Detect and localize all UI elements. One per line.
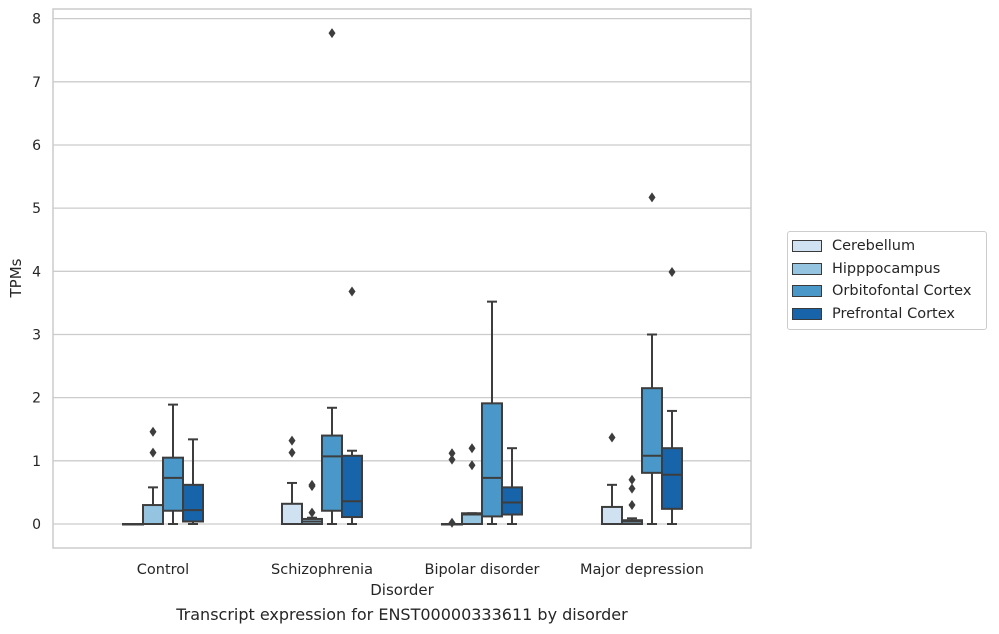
box-iqr bbox=[461, 512, 483, 526]
box-hipppocampus bbox=[461, 443, 483, 526]
x-tick-label: Major depression bbox=[580, 562, 704, 578]
box-orbitofontal-cortex bbox=[321, 28, 343, 525]
x-tick-label: Control bbox=[137, 562, 189, 578]
box-iqr bbox=[641, 387, 663, 474]
outlier-point bbox=[468, 443, 476, 454]
boxes bbox=[122, 28, 683, 528]
outlier-point bbox=[288, 435, 296, 446]
outlier-point bbox=[448, 454, 456, 465]
legend-item: Hipppocampus bbox=[788, 258, 986, 281]
outlier-point bbox=[468, 460, 476, 471]
box-hipppocampus bbox=[142, 426, 164, 526]
legend-item: Orbitofontal Cortex bbox=[788, 280, 986, 303]
outlier-point bbox=[668, 266, 676, 277]
x-tick-label: Schizophrenia bbox=[271, 562, 373, 578]
y-tick-labels: 0 1 2 3 4 5 6 7 8 bbox=[32, 12, 41, 533]
chart-caption: Transcript expression for ENST0000033361… bbox=[176, 605, 628, 624]
y-tick-label: 8 bbox=[32, 12, 41, 28]
box-iqr bbox=[162, 456, 184, 512]
box-prefrontal-cortex bbox=[341, 286, 363, 525]
legend-label: Hipppocampus bbox=[832, 260, 941, 277]
outlier-point bbox=[308, 507, 316, 518]
box-iqr bbox=[501, 486, 523, 516]
box-orbitofontal-cortex bbox=[162, 403, 184, 525]
outlier-point bbox=[448, 448, 456, 459]
box-cerebellum bbox=[441, 448, 463, 528]
legend-item: Cerebellum bbox=[788, 235, 986, 258]
y-tick-label: 7 bbox=[32, 75, 41, 91]
y-tick-label: 4 bbox=[32, 264, 41, 280]
legend-label: Orbitofontal Cortex bbox=[832, 283, 972, 300]
plot-area-frame bbox=[52, 8, 752, 549]
y-tick-label: 5 bbox=[32, 201, 41, 217]
x-axis-label: Disorder bbox=[370, 581, 434, 599]
y-tick-label: 2 bbox=[32, 391, 41, 407]
box-prefrontal-cortex bbox=[661, 266, 683, 525]
outlier-point bbox=[628, 483, 636, 494]
outlier-point bbox=[308, 479, 316, 490]
box-iqr bbox=[481, 402, 503, 518]
legend: Cerebellum Hipppocampus Orbitofontal Corte… bbox=[787, 231, 987, 330]
outlier-point bbox=[448, 517, 456, 528]
box-cerebellum bbox=[281, 435, 303, 526]
box-hipppocampus bbox=[621, 474, 643, 525]
legend-swatch bbox=[792, 262, 822, 275]
box-orbitofontal-cortex bbox=[481, 300, 503, 525]
outlier-point bbox=[608, 432, 616, 443]
x-tick-label: Bipolar disorder bbox=[425, 562, 540, 578]
box-iqr bbox=[601, 505, 623, 525]
outlier-point bbox=[149, 447, 157, 458]
outlier-point bbox=[648, 192, 656, 203]
y-tick-label: 0 bbox=[32, 517, 41, 533]
outlier-point bbox=[628, 500, 636, 511]
legend-item: Prefrontal Cortex bbox=[788, 303, 986, 326]
box-iqr bbox=[341, 454, 363, 519]
y-tick-label: 1 bbox=[32, 454, 41, 470]
x-tick-labels: Control Schizophrenia Bipolar disorder Majo… bbox=[137, 562, 704, 578]
outlier-point bbox=[328, 28, 336, 39]
legend-label: Cerebellum bbox=[832, 238, 916, 255]
box-cerebellum bbox=[122, 523, 144, 526]
box-iqr bbox=[142, 504, 164, 526]
box-orbitofontal-cortex bbox=[641, 192, 663, 525]
box-prefrontal-cortex bbox=[182, 438, 204, 525]
box-prefrontal-cortex bbox=[501, 447, 523, 525]
outlier-point bbox=[348, 286, 356, 297]
legend-label: Prefrontal Cortex bbox=[832, 305, 955, 322]
legend-swatch bbox=[792, 240, 822, 253]
y-tick-label: 6 bbox=[32, 138, 41, 154]
outlier-point bbox=[149, 426, 157, 437]
y-axis-label: TPMs bbox=[7, 258, 25, 298]
box-hipppocampus bbox=[301, 479, 323, 526]
box-iqr bbox=[661, 447, 683, 510]
outlier-point bbox=[288, 447, 296, 458]
box-cerebellum bbox=[601, 432, 623, 525]
box-iqr bbox=[182, 483, 204, 523]
legend-swatch bbox=[792, 307, 822, 320]
y-tick-label: 3 bbox=[32, 327, 41, 343]
box-iqr bbox=[281, 502, 303, 526]
box-iqr bbox=[321, 434, 343, 512]
outlier-point bbox=[628, 474, 636, 485]
legend-swatch bbox=[792, 285, 822, 298]
